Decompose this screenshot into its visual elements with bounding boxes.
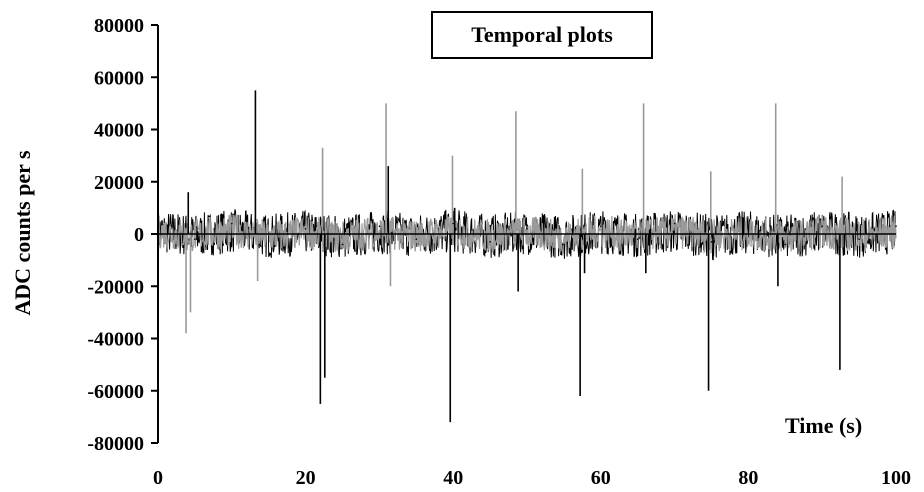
axes-layer bbox=[151, 24, 896, 444]
baseline-point-17 bbox=[784, 243, 787, 246]
baseline-point-5 bbox=[341, 243, 344, 246]
baseline-point-16 bbox=[747, 227, 750, 230]
baseline-point-14 bbox=[673, 222, 676, 225]
x-tick-label-2: 40 bbox=[443, 467, 463, 489]
y-axis-title: ADC counts per s bbox=[10, 150, 35, 316]
series-layer bbox=[157, 90, 897, 423]
y-tick-label-4: 0 bbox=[134, 224, 144, 246]
baseline-point-11 bbox=[563, 243, 565, 246]
labels-layer: 80000 60000 40000 20000 0 -20000 -40000 -60000 -… bbox=[87, 15, 911, 489]
y-tick-label-8: -80000 bbox=[87, 433, 144, 455]
y-tick-label-2: 40000 bbox=[94, 120, 144, 142]
x-tick-label-5: 100 bbox=[881, 467, 911, 489]
baseline-point-6 bbox=[378, 225, 381, 227]
noise-trace-light bbox=[157, 214, 897, 255]
baseline-point-9 bbox=[489, 241, 491, 243]
x-tick-label-3: 60 bbox=[591, 467, 611, 489]
baseline-point-20 bbox=[895, 225, 897, 227]
x-tick-label-4: 80 bbox=[738, 467, 758, 489]
baseline-point-7 bbox=[415, 238, 418, 241]
x-tick-label-1: 20 bbox=[296, 467, 316, 489]
chart-title: Temporal plots bbox=[471, 22, 613, 47]
y-tick-label-3: 20000 bbox=[94, 172, 144, 194]
baseline-point-19 bbox=[858, 238, 860, 241]
y-tick-label-6: -40000 bbox=[87, 329, 144, 351]
baseline-point-4 bbox=[304, 227, 307, 230]
baseline-point-12 bbox=[600, 225, 602, 227]
y-tick-label-0: 80000 bbox=[94, 15, 144, 37]
baseline-point-10 bbox=[526, 227, 528, 230]
y-tick-label-1: 60000 bbox=[94, 67, 144, 89]
baseline-point-8 bbox=[452, 222, 455, 225]
title-frame bbox=[431, 11, 653, 59]
noise-layer bbox=[157, 209, 897, 259]
baseline-point-18 bbox=[821, 225, 823, 227]
y-tick-label-7: -60000 bbox=[87, 381, 144, 403]
baseline-point-15 bbox=[710, 241, 713, 243]
baseline-point-1 bbox=[194, 238, 196, 241]
x-axis-title: Time (s) bbox=[785, 413, 862, 438]
baseline-point-13 bbox=[636, 238, 639, 241]
chart-title-box: Temporal plots bbox=[431, 11, 653, 59]
y-tick-label-5: -20000 bbox=[87, 276, 144, 298]
baseline-point-3 bbox=[267, 241, 270, 243]
baseline-point-2 bbox=[231, 222, 233, 225]
x-tick-label-0: 0 bbox=[153, 467, 163, 489]
